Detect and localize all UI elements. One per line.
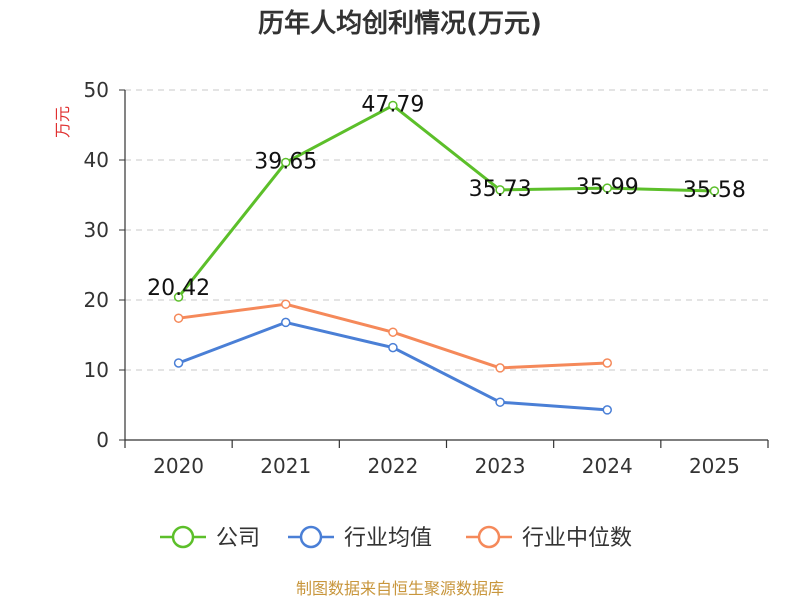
x-tick-label: 2020 xyxy=(153,454,204,478)
x-tick-label: 2024 xyxy=(582,454,633,478)
data-point xyxy=(495,185,505,195)
legend-item-0[interactable]: 公司 xyxy=(160,525,260,551)
data-point xyxy=(602,405,612,415)
y-tick-label: 40 xyxy=(84,148,109,172)
data-labels: 20.42 39.65 47.79 35.73 35.99 35.58 xyxy=(147,92,746,301)
y-tick-label: 0 xyxy=(96,428,109,452)
data-point xyxy=(495,397,505,407)
data-point xyxy=(709,186,720,196)
series-line-0 xyxy=(177,103,715,298)
x-tick-label: 2022 xyxy=(367,454,418,478)
data-label: 39.65 xyxy=(254,149,317,174)
data-point xyxy=(281,317,291,328)
data-label: 35.73 xyxy=(469,177,532,202)
source-note: 制图数据来自恒生聚源数据库 xyxy=(296,579,504,598)
y-tick-label: 20 xyxy=(84,288,109,312)
data-point xyxy=(602,358,612,368)
x-tick-label: 2025 xyxy=(689,454,740,478)
data-point xyxy=(281,299,291,309)
data-label: 20.42 xyxy=(147,276,210,301)
y-axis-label: 万元 xyxy=(53,106,72,138)
legend[interactable]: 公司 行业均值 行业中位数 xyxy=(160,525,632,551)
y-tick-label: 50 xyxy=(84,78,109,102)
grid xyxy=(125,89,768,371)
legend-marker xyxy=(477,525,501,549)
data-point xyxy=(388,100,398,111)
y-tick-label: 30 xyxy=(84,218,109,242)
chart-title: 历年人均创利情况(万元) xyxy=(258,8,542,39)
data-point xyxy=(388,327,398,337)
legend-marker xyxy=(299,525,323,549)
legend-label: 行业中位数 xyxy=(522,526,632,551)
series-group xyxy=(173,100,720,415)
data-point xyxy=(495,363,505,373)
data-point xyxy=(173,358,184,368)
y-tick-label: 10 xyxy=(84,358,109,382)
x-tick-label: 2023 xyxy=(475,454,526,478)
data-point xyxy=(388,342,398,353)
legend-item-1[interactable]: 行业均值 xyxy=(288,525,432,551)
data-label: 35.58 xyxy=(683,178,746,203)
legend-marker xyxy=(171,525,195,549)
data-label: 47.79 xyxy=(361,92,424,117)
axes: 0 10 20 30 40 50 2020 2021 2022 2023 2024 2025 xyxy=(84,78,769,478)
legend-label: 公司 xyxy=(216,526,260,551)
data-label: 35.99 xyxy=(576,175,639,200)
x-tick-label: 2021 xyxy=(260,454,311,478)
data-point xyxy=(173,313,184,323)
legend-item-2[interactable]: 行业中位数 xyxy=(466,525,632,551)
data-point xyxy=(281,157,291,168)
data-point xyxy=(173,292,184,302)
data-point xyxy=(602,183,612,193)
legend-label: 行业均值 xyxy=(344,526,432,551)
